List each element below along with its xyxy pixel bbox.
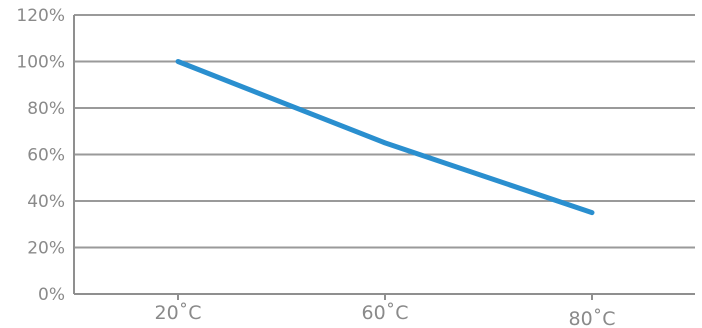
series-layer [175, 59, 595, 216]
y-tick-label: 120% [16, 6, 65, 26]
x-tick-label: 60˚C [362, 302, 409, 324]
x-tick-label: 20˚C [155, 302, 202, 324]
grid-layer [73, 14, 695, 300]
y-tick-label: 40% [27, 192, 65, 212]
y-axis-ticks: 0% 20% 40% 60% 80% 100% 120% [16, 6, 65, 305]
x-tick-label: 80˚C [569, 308, 616, 328]
series-line [175, 59, 595, 216]
y-tick-label: 80% [27, 99, 65, 119]
y-tick-label: 0% [38, 285, 65, 305]
x-axis-ticks: 20˚C 60˚C 80˚C [155, 302, 616, 328]
y-tick-label: 60% [27, 146, 65, 166]
y-tick-label: 20% [27, 239, 65, 259]
y-tick-label: 100% [16, 53, 65, 73]
